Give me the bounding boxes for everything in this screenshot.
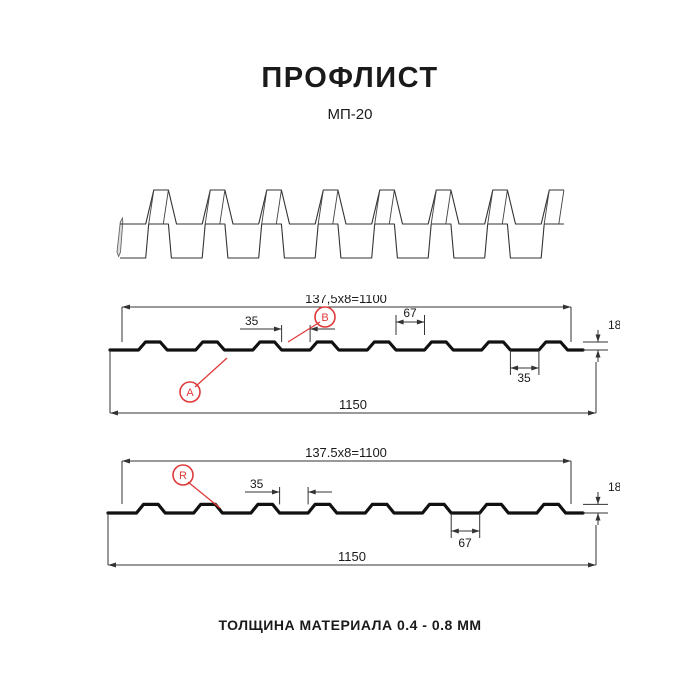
svg-text:35: 35 [245,314,259,328]
svg-text:137,5x8=1100: 137,5x8=1100 [305,295,387,306]
svg-text:B: B [321,312,328,324]
svg-text:67: 67 [458,536,472,550]
svg-text:1150: 1150 [339,397,367,412]
svg-text:18: 18 [608,318,620,332]
svg-text:35: 35 [250,477,264,491]
svg-text:35: 35 [517,371,531,385]
svg-text:18: 18 [608,480,620,494]
svg-text:67: 67 [403,306,417,320]
svg-text:R: R [179,470,187,482]
svg-text:1150: 1150 [338,549,366,564]
svg-text:A: A [186,387,194,399]
svg-text:137.5x8=1100: 137.5x8=1100 [305,445,387,460]
